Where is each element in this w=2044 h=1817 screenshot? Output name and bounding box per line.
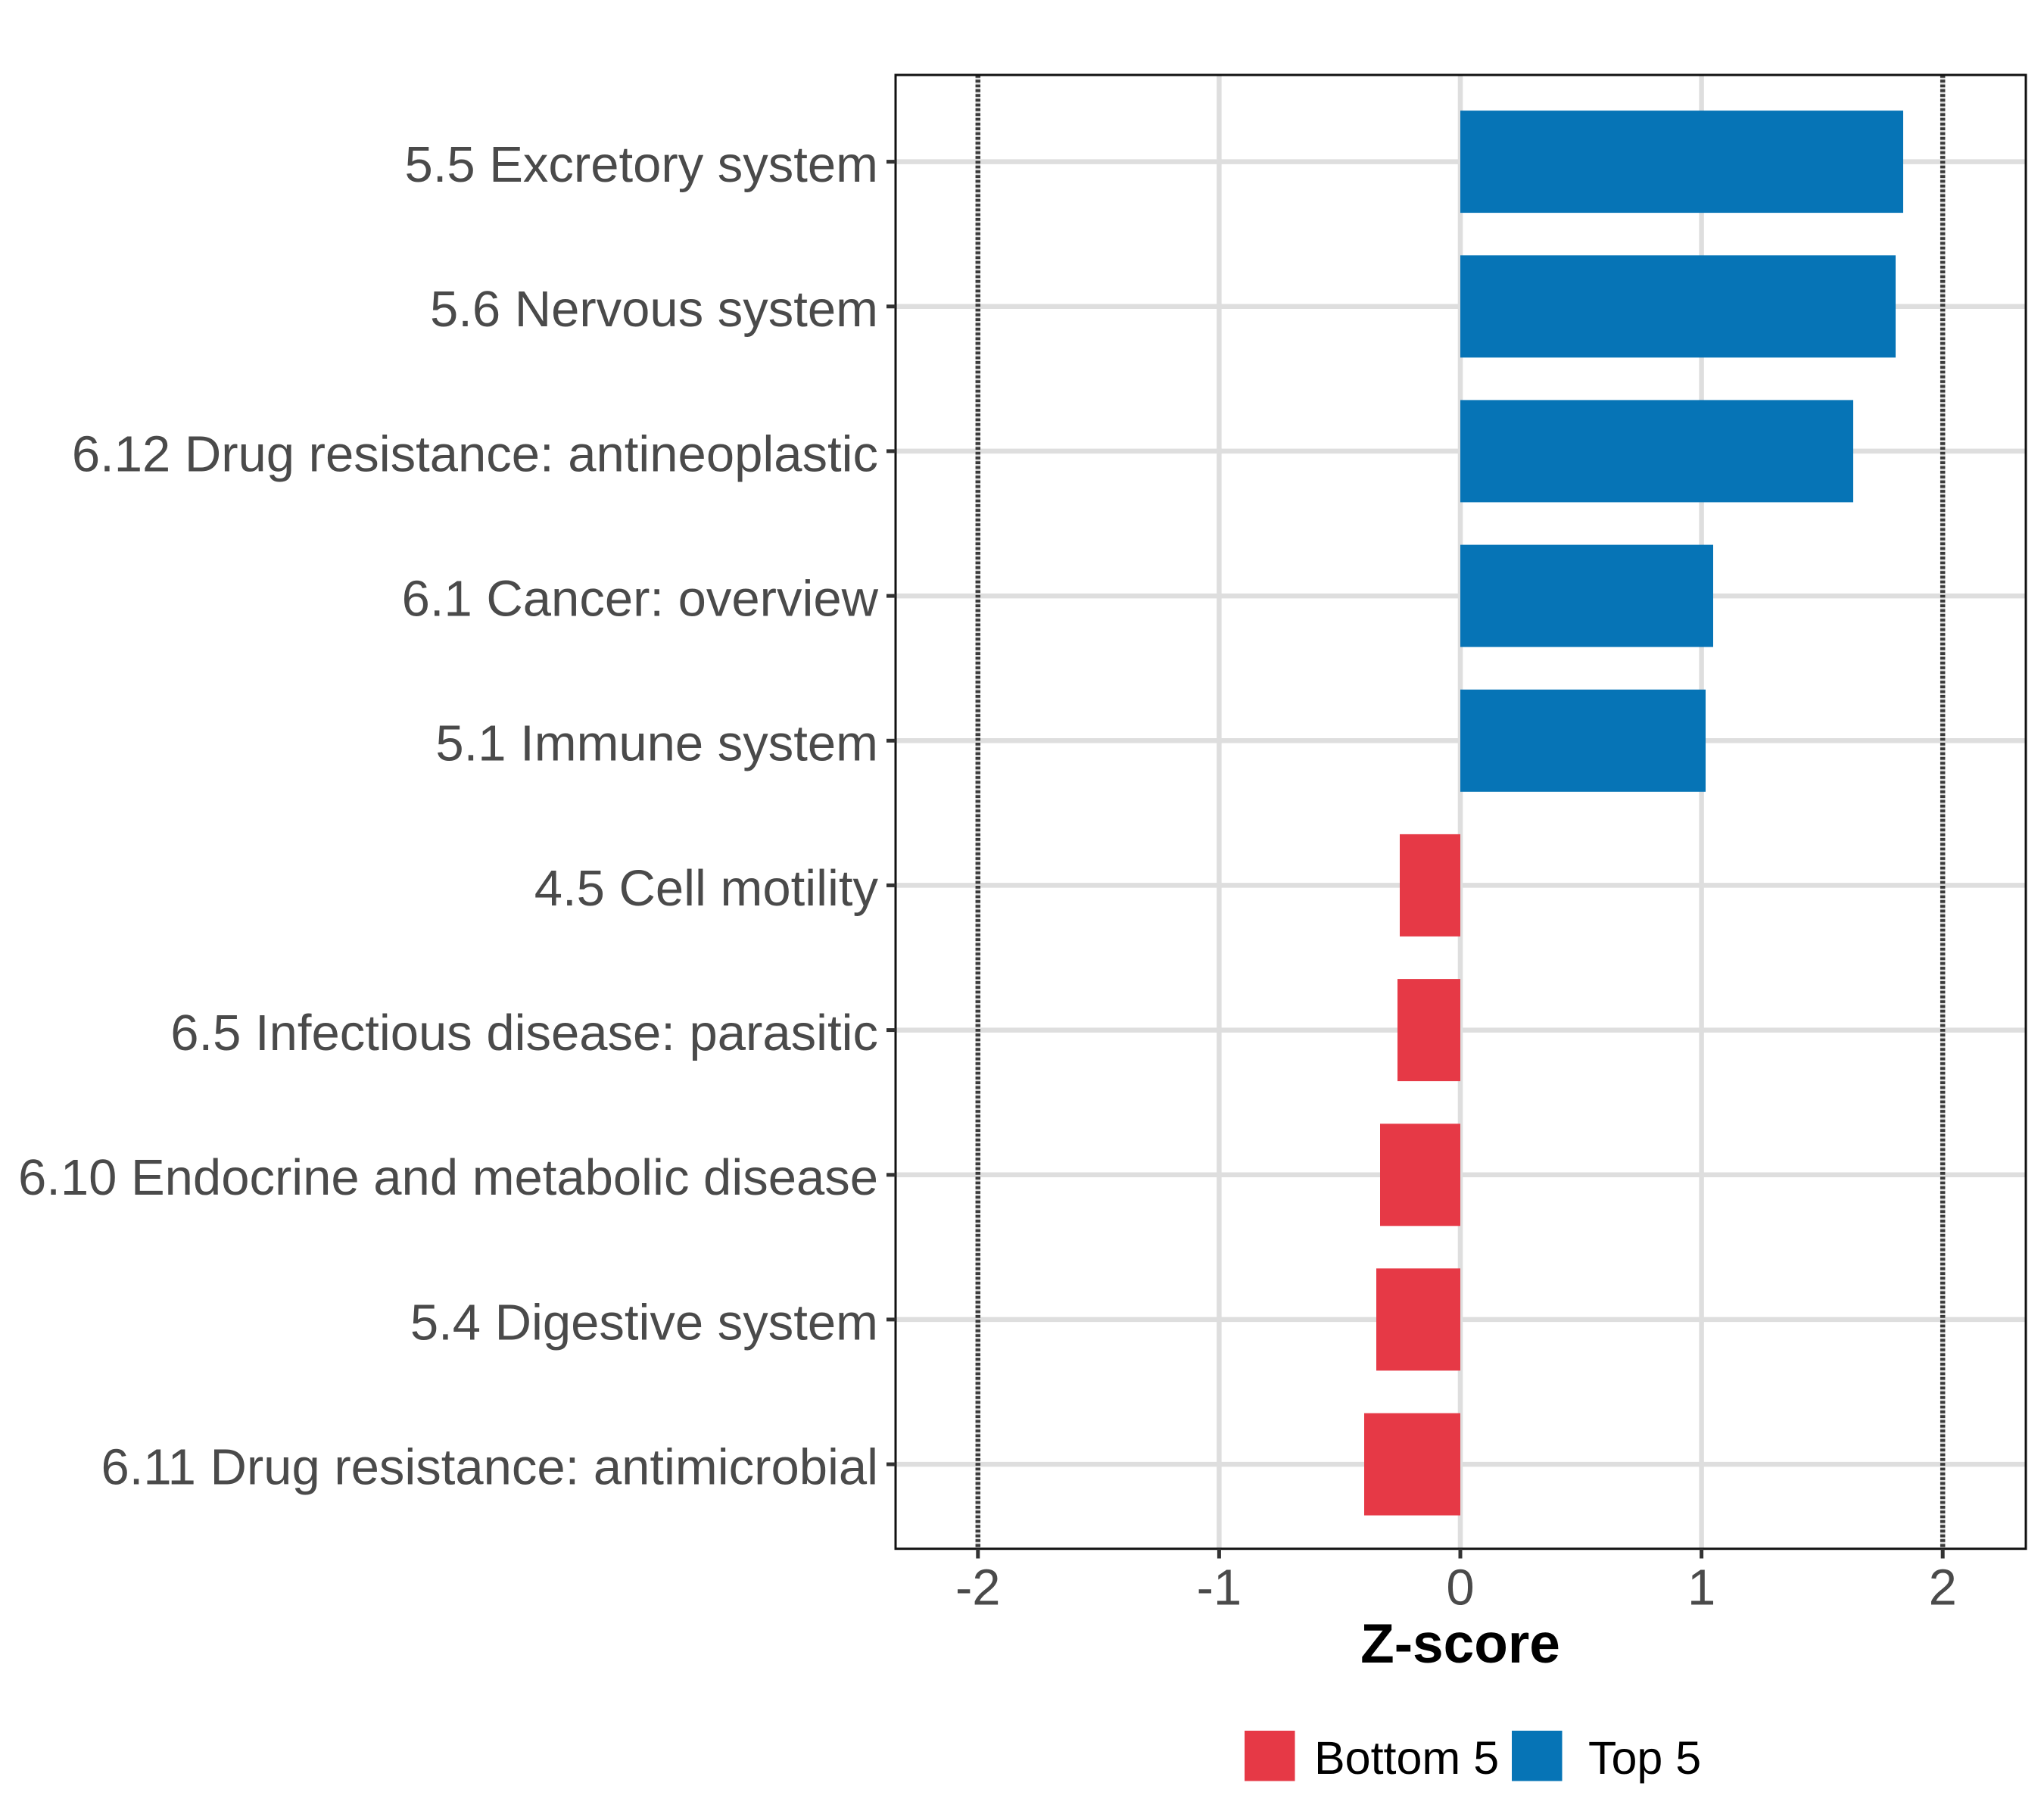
svg-text:1: 1 (1687, 1560, 1715, 1616)
svg-text:5.5 Excretory system: 5.5 Excretory system (404, 136, 878, 193)
svg-text:Bottom 5: Bottom 5 (1314, 1732, 1499, 1784)
svg-text:-2: -2 (955, 1560, 1001, 1616)
svg-text:2: 2 (1929, 1560, 1957, 1616)
svg-text:6.1 Cancer: overview: 6.1 Cancer: overview (402, 571, 879, 628)
svg-text:Top 5: Top 5 (1588, 1732, 1701, 1784)
svg-text:0: 0 (1446, 1560, 1474, 1616)
svg-text:6.12 Drug resistance: antineop: 6.12 Drug resistance: antineoplastic (72, 425, 878, 482)
svg-text:5.4 Digestive system: 5.4 Digestive system (410, 1294, 878, 1351)
svg-text:6.10 Endocrine and metabolic d: 6.10 Endocrine and metabolic disease (18, 1149, 878, 1206)
svg-text:6.11 Drug resistance: antimicr: 6.11 Drug resistance: antimicrobial (101, 1439, 878, 1496)
svg-text:-1: -1 (1197, 1560, 1242, 1616)
svg-text:6.5 Infectious disease: parasi: 6.5 Infectious disease: parasitic (170, 1005, 878, 1061)
svg-text:5.6 Nervous system: 5.6 Nervous system (430, 281, 878, 338)
svg-text:4.5 Cell motility: 4.5 Cell motility (534, 860, 879, 917)
svg-text:5.1 Immune system: 5.1 Immune system (435, 715, 878, 772)
svg-text:Z-score: Z-score (1360, 1613, 1560, 1675)
